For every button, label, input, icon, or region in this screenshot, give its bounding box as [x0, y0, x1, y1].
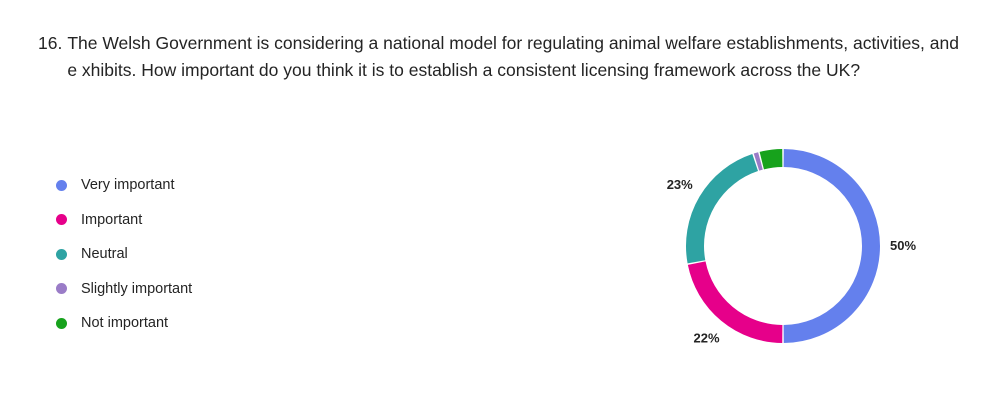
donut-slice-very-important[interactable]	[783, 149, 880, 343]
legend-swatch-important	[56, 214, 67, 226]
legend-swatch-slightly-important	[56, 283, 67, 295]
legend-item-very-important[interactable]: Very important	[56, 168, 192, 203]
legend-label-neutral: Neutral	[81, 246, 128, 263]
question-heading: 16. The Welsh Government is considering …	[38, 30, 968, 84]
legend-label-not-important: Not important	[81, 315, 169, 332]
legend-label-slightly-important: Slightly important	[81, 280, 193, 297]
question-text: The Welsh Government is considering a na…	[67, 33, 959, 80]
donut-slice-neutral[interactable]	[686, 153, 759, 264]
chart-legend: Very important Important Neutral Slightl…	[56, 168, 192, 341]
question-number: 16.	[38, 33, 63, 53]
donut-chart: 50% 22% 23%	[667, 149, 916, 345]
data-label-neutral: 23%	[667, 177, 693, 192]
legend-swatch-neutral	[56, 248, 67, 260]
legend-label-very-important: Very important	[81, 177, 175, 194]
donut-slice-important[interactable]	[687, 261, 783, 343]
legend-swatch-not-important	[56, 317, 67, 329]
legend-item-not-important[interactable]: Not important	[56, 306, 192, 341]
legend-item-neutral[interactable]: Neutral	[56, 237, 192, 272]
legend-item-slightly-important[interactable]: Slightly important	[56, 272, 192, 307]
legend-swatch-very-important	[56, 179, 67, 191]
data-label-important: 22%	[693, 330, 719, 345]
data-label-very-important: 50%	[890, 238, 916, 253]
donut-slice-not-important[interactable]	[759, 149, 783, 170]
legend-item-important[interactable]: Important	[56, 203, 192, 238]
donut-slice-slightly-important[interactable]	[753, 152, 763, 171]
legend-label-important: Important	[81, 211, 143, 228]
